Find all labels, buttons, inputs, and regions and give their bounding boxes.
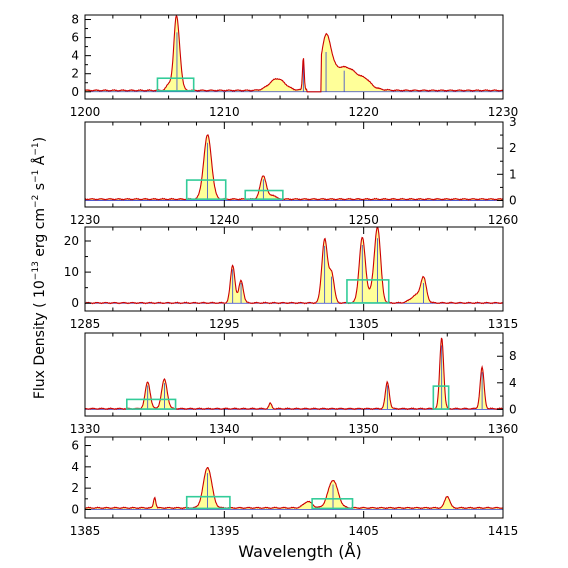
measurement-window — [311, 498, 354, 510]
measurement-window — [156, 77, 195, 92]
spectrum-line — [85, 227, 503, 305]
y-tick-label: 8 — [509, 349, 517, 363]
y-tick-label: 10 — [64, 265, 79, 279]
y-tick-label: 2 — [71, 67, 79, 81]
measurement-window — [185, 179, 227, 200]
spectrum-fill — [85, 134, 503, 201]
y-axis-title: Flux Density ( 10−13 erg cm−2 s−1 Å−1) — [31, 137, 48, 399]
panel-plot-area — [85, 337, 503, 411]
x-tick-label: 1250 — [348, 213, 379, 227]
x-tick-label: 1360 — [488, 422, 519, 436]
y-tick-label: 3 — [509, 115, 517, 129]
y-tick-label: 0 — [71, 296, 79, 310]
measurement-window — [432, 385, 450, 410]
x-axis-title: Wavelength (Å) — [238, 542, 361, 561]
y-tick-label: 8 — [71, 13, 79, 27]
panel-3: 1285 1295 1305 1315 0 10 20 — [64, 226, 519, 331]
panel-plot-area — [85, 227, 503, 305]
measurement-window — [126, 398, 177, 410]
panel-5: 1385 1395 1405 1415 0 2 4 6 — [70, 436, 519, 538]
y-tick-label: 0 — [71, 502, 79, 516]
y-tick-label: 0 — [509, 402, 517, 416]
spectrum-line — [85, 466, 503, 510]
y-tick-label: 2 — [509, 141, 517, 155]
panel-4: 1330 1340 1350 1360 0 4 8 — [70, 332, 519, 436]
x-tick-label: 1350 — [348, 422, 379, 436]
x-tick-label: 1295 — [209, 317, 240, 331]
panel-frame — [84, 332, 504, 417]
x-tick-label: 1230 — [488, 105, 519, 119]
x-tick-label: 1210 — [209, 105, 240, 119]
x-tick-label: 1260 — [488, 213, 519, 227]
panel-1: 1200 1210 1220 1230 0 2 4 6 8 — [70, 13, 519, 119]
y-tick-label: 20 — [64, 234, 79, 248]
x-tick-label: 1220 — [348, 105, 379, 119]
y-tick-label: 4 — [71, 460, 79, 474]
x-tick-label: 1415 — [488, 524, 519, 538]
panel-plot-area — [85, 15, 503, 93]
spectrum-fill — [85, 467, 503, 510]
measurement-window — [244, 189, 284, 200]
panel-plot-area — [85, 466, 503, 510]
y-tick-label: 4 — [71, 49, 79, 63]
x-tick-label: 1240 — [209, 213, 240, 227]
y-tick-label: 0 — [71, 85, 79, 99]
x-tick-label: 1285 — [70, 317, 101, 331]
x-tick-label: 1330 — [70, 422, 101, 436]
panel-frame — [84, 121, 504, 208]
measurement-window — [185, 495, 231, 510]
panel-plot-area — [85, 134, 503, 201]
measurement-window — [346, 279, 390, 304]
x-tick-label: 1340 — [209, 422, 240, 436]
y-tick-label: 0 — [509, 193, 517, 207]
x-tick-label: 1305 — [348, 317, 379, 331]
y-tick-label: 6 — [71, 439, 79, 453]
spectrum-fill — [85, 227, 503, 304]
y-tick-label: 4 — [509, 376, 517, 390]
x-tick-label: 1395 — [209, 524, 240, 538]
x-tick-label: 1405 — [348, 524, 379, 538]
spectrum-fill — [85, 15, 503, 92]
spectrum-line — [85, 134, 503, 201]
y-tick-label: 2 — [71, 481, 79, 495]
panel-frame — [84, 226, 504, 312]
x-tick-label: 1230 — [70, 213, 101, 227]
spectrum-line — [85, 15, 503, 93]
y-tick-label: 1 — [509, 167, 517, 181]
panel-frame — [84, 436, 504, 519]
x-tick-label: 1385 — [70, 524, 101, 538]
x-tick-label: 1200 — [70, 105, 101, 119]
x-tick-label: 1315 — [488, 317, 519, 331]
panel-2: 1230 1240 1250 1260 0 1 2 3 — [70, 115, 519, 227]
y-tick-label: 6 — [71, 31, 79, 45]
panel-frame — [84, 14, 504, 100]
